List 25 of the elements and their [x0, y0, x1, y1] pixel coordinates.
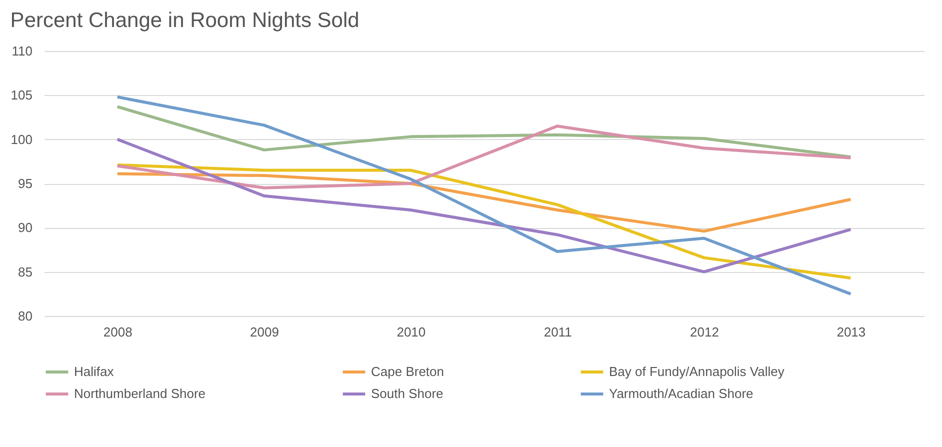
- x-tick-label: 2010: [396, 324, 426, 340]
- y-tick-label: 100: [10, 132, 32, 147]
- y-tick-label: 85: [18, 264, 32, 280]
- y-tick-label: 80: [18, 308, 32, 324]
- x-tick-label: 2011: [544, 324, 572, 340]
- y-tick-label: 90: [18, 220, 32, 236]
- legend-label: Bay of Fundy/Annapolis Valley: [609, 364, 785, 379]
- legend-label: South Shore: [371, 386, 444, 401]
- legend-label: Halifax: [74, 364, 114, 379]
- legend-label: Cape Breton: [371, 364, 444, 379]
- legend-label: Yarmouth/Acadian Shore: [609, 386, 754, 401]
- chart-title: Percent Change in Room Nights Sold: [10, 9, 360, 32]
- y-tick-label: 110: [12, 44, 32, 58]
- line-series: [116, 95, 852, 296]
- line-series: [116, 163, 852, 280]
- y-tick-label: 95: [18, 176, 32, 191]
- x-tick-label: 2012: [690, 324, 719, 340]
- x-tick-label: 2013: [836, 324, 866, 340]
- legend-label: Northumberland Shore: [74, 386, 206, 401]
- y-tick-label: 105: [10, 88, 32, 103]
- line-series: [116, 105, 852, 158]
- x-tick-label: 2008: [103, 324, 132, 340]
- line-series: [116, 138, 852, 274]
- x-tick-label: 2009: [250, 324, 279, 340]
- line-series: [116, 124, 852, 190]
